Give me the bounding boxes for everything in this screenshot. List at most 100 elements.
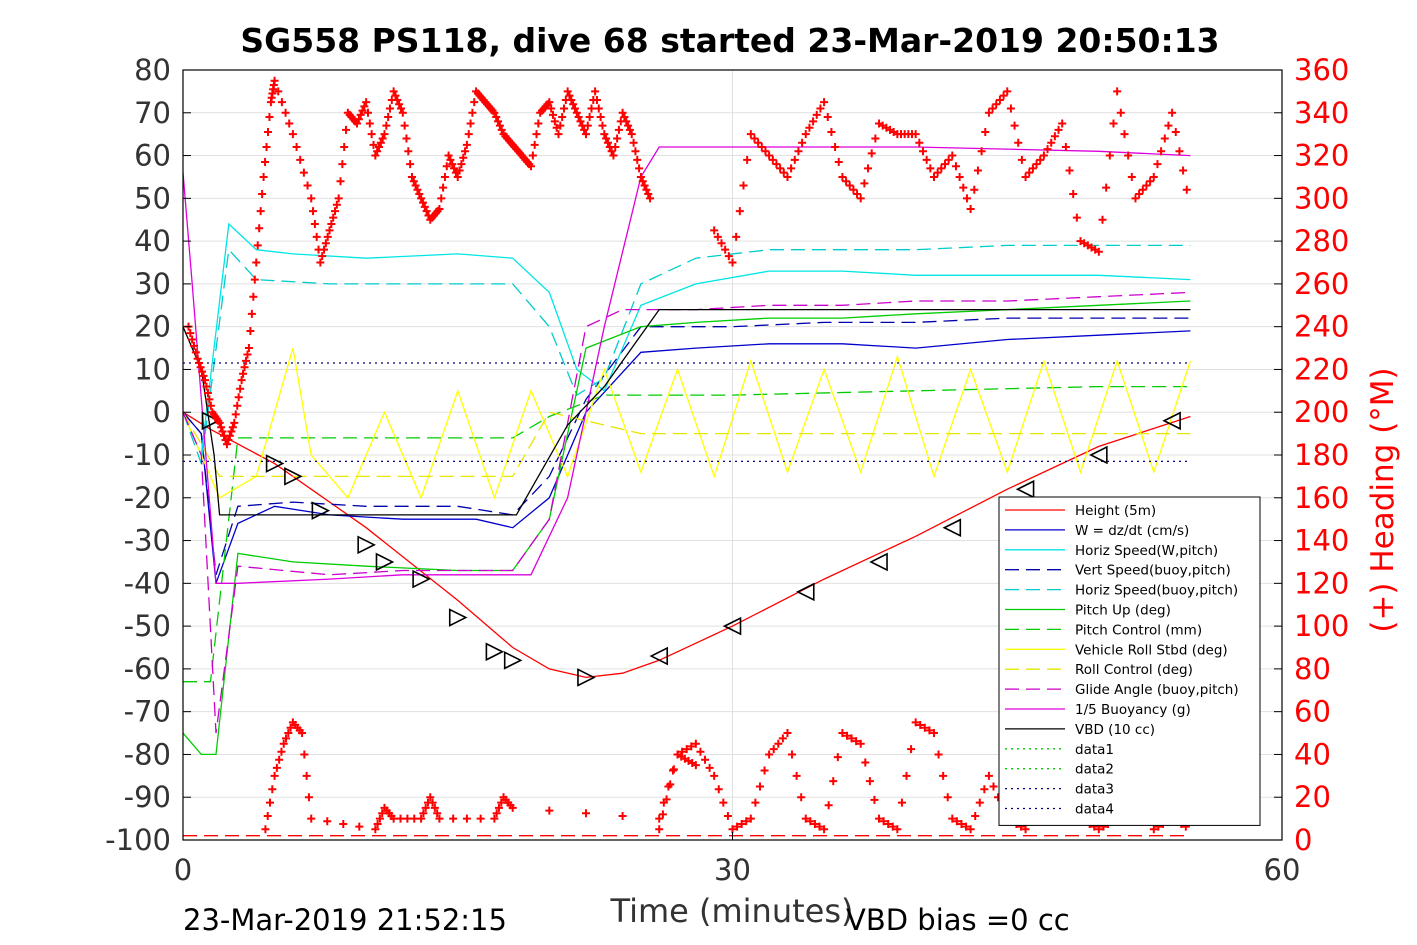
series-horiz_speed_buoy	[182, 244, 1191, 464]
heading-pt-4-0	[215, 418, 224, 427]
heading-pt-55-0	[710, 226, 719, 235]
heading-pt-71-1	[1006, 104, 1015, 113]
heading-low-pt-31-3	[962, 822, 971, 831]
heading-low-pt-16-2	[682, 745, 691, 754]
heading-pt-26-1	[418, 198, 427, 207]
heading-low-pt-32-1	[971, 811, 980, 820]
heading-pt-4-2	[218, 427, 227, 436]
heading-pt-68-4	[962, 194, 971, 203]
heading-pt-31-0	[462, 140, 471, 149]
heading-pt-66-3	[922, 155, 931, 164]
heading-pt-77-3	[1124, 151, 1133, 160]
heading-pt-78-0	[1131, 194, 1140, 203]
legend: Height (5m) W = dz/dt (cm/s) Horiz Speed(W…	[998, 496, 1261, 826]
heading-low-pt-18-0	[710, 771, 719, 780]
heading-low-pt-2-3	[286, 723, 295, 732]
heading-low-pt-14-0	[508, 803, 517, 812]
heading-pt-58-2	[772, 160, 781, 169]
height-marker-9	[503, 651, 523, 670]
heading-low-pt-9-1	[419, 809, 428, 818]
x-axis-ticks: 0 30 60	[174, 832, 1300, 887]
heading-pt-80-3	[1179, 166, 1188, 175]
heading-pt-28-1	[437, 194, 446, 203]
legend-label-9: Glide Angle (buoy,pitch)	[1075, 682, 1239, 698]
heading-pt-29-2	[448, 160, 457, 169]
heading-pt-13-1	[292, 143, 301, 151]
heading-low-pt-17-1	[696, 747, 705, 756]
ytick-label-6: 20	[134, 310, 171, 344]
heading-pt-78-1	[1135, 190, 1144, 199]
heading-pt-6-4	[236, 384, 245, 393]
heading-low-pt-30-0	[929, 729, 938, 738]
heading-pt-14-1	[309, 207, 318, 216]
heading-pt-12-2	[277, 98, 286, 107]
heading-low-pt-26-3	[870, 795, 879, 804]
heading-low-pt-4-2	[302, 771, 311, 780]
heading-low-pt-28-2	[902, 771, 911, 780]
height-marker-0	[201, 411, 221, 431]
y2tick-label-2: 320	[1294, 139, 1349, 173]
heading-pt-56-1	[732, 232, 741, 241]
heading-pt-59-2	[790, 155, 799, 164]
right-axis-ticks: 3603403203002802602402202001801601401201…	[1274, 53, 1349, 857]
heading-pt-74-1	[1061, 143, 1070, 151]
heading-pt-28-4	[442, 162, 451, 171]
footer-timestamp: 23-Mar-2019 21:52:15	[183, 903, 507, 937]
heading-pt-34-1	[492, 113, 501, 122]
heading-pt-12-4	[285, 119, 294, 128]
heading-pt-30-1	[455, 166, 464, 175]
heading-pt-55-4	[724, 252, 733, 261]
heading-pt-57-2	[754, 138, 763, 147]
heading-pt-2-1	[202, 382, 211, 391]
heading-pt-43-1	[574, 113, 583, 122]
heading-pt-80-0	[1168, 108, 1177, 117]
heading-low-pt-22-2	[792, 771, 801, 780]
series-group	[182, 146, 1192, 837]
heading-pt-72-1	[1025, 168, 1034, 177]
heading-pt-41-2	[558, 113, 567, 122]
heading-pt-19-4	[360, 102, 369, 111]
heading-low-pt-1-3	[277, 747, 286, 756]
heading-low-pt-1-1	[272, 763, 281, 772]
heading-low-pt-19-1	[733, 822, 742, 831]
heading-pt-12-1	[274, 87, 283, 96]
heading-pt-2-0	[200, 376, 209, 385]
heading-low-pt-33-1	[989, 782, 998, 791]
heading-pt-46-1	[602, 134, 611, 143]
heading-pt-52-0	[655, 825, 664, 834]
height-marker-10	[577, 668, 596, 687]
heading-pt-46-4	[607, 147, 616, 156]
y2tick-label-0: 360	[1294, 53, 1349, 87]
ytick-label-5: 30	[134, 267, 171, 301]
heading-pt-67-0	[929, 172, 938, 181]
heading-pt-56-4	[743, 155, 752, 164]
heading-low-pt-16-3	[687, 742, 696, 751]
heading-pt-63-0	[856, 194, 865, 203]
heading-pt-10-0	[259, 172, 268, 181]
heading-pt-10-3	[263, 128, 272, 137]
heading-pt-7-0	[237, 376, 246, 385]
heading-pt-29-3	[450, 164, 459, 173]
heading-low-pt-18-1	[714, 785, 723, 794]
heading-pt-74-2	[1065, 166, 1074, 175]
heading-pt-45-3	[596, 113, 605, 122]
heading-pt-21-0	[371, 151, 380, 160]
y2tick-label-7: 220	[1294, 352, 1349, 386]
series-roll_control	[182, 411, 1191, 478]
ytick-label-10: -20	[124, 481, 171, 515]
heading-pt-74-4	[1072, 213, 1081, 222]
heading-pt-67-4	[944, 155, 953, 164]
heading-pt-40-0	[545, 98, 554, 107]
ytick-label-16: -80	[124, 737, 171, 771]
heading-pt-19-2	[356, 110, 365, 119]
heading-pt-48-3	[624, 121, 633, 130]
series-pitch_control	[183, 385, 1191, 683]
heading-pt-61-0	[820, 98, 829, 107]
series-roll	[182, 347, 1192, 500]
heading-pt-48-1	[620, 113, 629, 122]
y2tick-label-12: 120	[1294, 566, 1349, 600]
heading-pt-72-2	[1028, 164, 1037, 173]
heading-pt-15-2	[320, 245, 329, 254]
height-markers	[201, 411, 1181, 687]
heading-low-pt-8-1	[396, 814, 405, 823]
